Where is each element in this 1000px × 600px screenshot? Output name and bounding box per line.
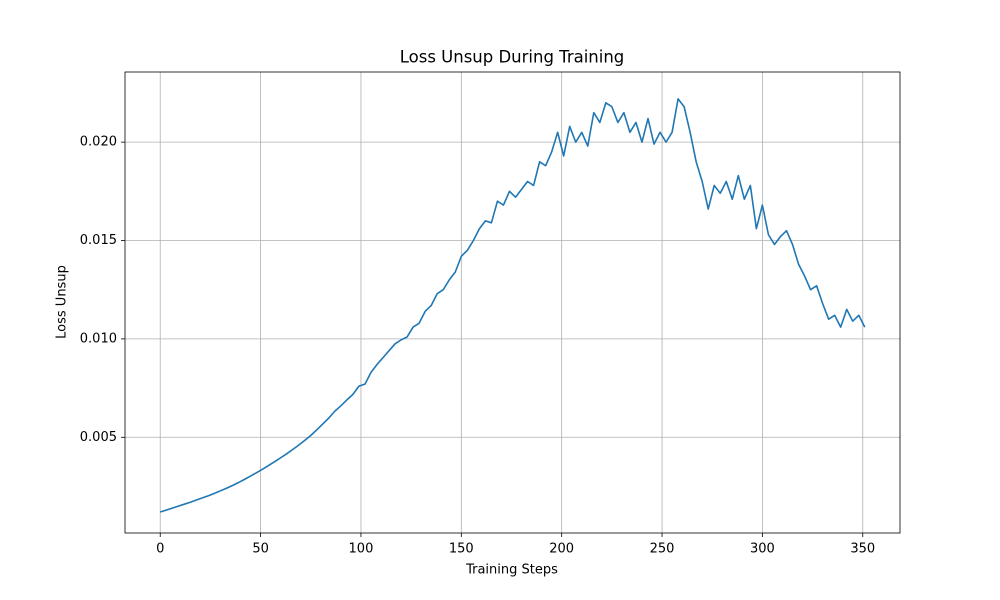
x-tick-label: 0: [156, 542, 164, 557]
x-tick-label: 50: [252, 542, 269, 557]
plot-frame: [124, 71, 901, 534]
x-tick-label: 100: [349, 542, 374, 557]
data-line: [159, 98, 866, 513]
chart-title: Loss Unsup During Training: [400, 48, 625, 67]
y-tick-label: 0.005: [80, 430, 117, 445]
x-axis-label: Training Steps: [465, 563, 558, 578]
y-tick-label: 0.015: [80, 233, 117, 248]
x-tick-label: 350: [850, 542, 875, 557]
x-tick-label: 200: [549, 542, 574, 557]
x-tick-label: 300: [750, 542, 775, 557]
y-axis-label: Loss Unsup: [55, 265, 70, 339]
x-tick-label: 150: [449, 542, 474, 557]
x-tick-label: 250: [650, 542, 675, 557]
y-tick-label: 0.010: [80, 331, 117, 346]
y-tick-label: 0.020: [80, 135, 117, 150]
